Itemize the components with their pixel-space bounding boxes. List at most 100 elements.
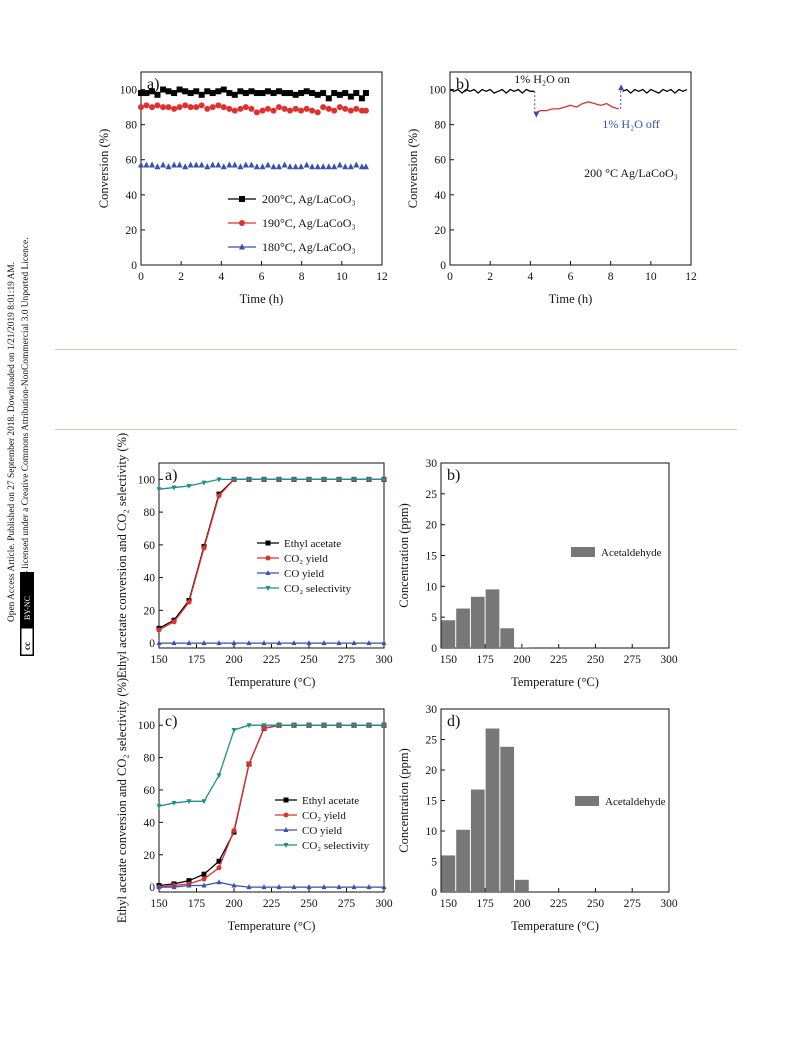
x-tick-label: 4 <box>218 271 224 283</box>
data-point <box>156 884 162 890</box>
transition-marker <box>533 111 540 118</box>
data-point <box>276 477 282 483</box>
data-point <box>216 879 222 885</box>
data-point <box>201 876 207 882</box>
data-point <box>216 865 222 871</box>
data-point <box>182 102 189 109</box>
data-point <box>309 107 316 114</box>
legend-label: Ethyl acetate <box>284 538 341 550</box>
data-point <box>303 88 310 95</box>
legend-marker <box>283 797 289 803</box>
panel-label: a) <box>165 467 177 484</box>
bar <box>485 589 500 648</box>
data-point <box>226 105 233 112</box>
legend-label: CO yield <box>284 568 325 580</box>
data-point <box>306 884 312 890</box>
data-point <box>366 640 372 646</box>
by-nc-badge-text: BY-NC <box>23 596 32 620</box>
data-point <box>171 90 178 97</box>
bar <box>470 596 485 648</box>
data-point <box>154 163 161 170</box>
bar <box>456 608 470 648</box>
data-point <box>264 88 271 95</box>
x-tick-label: 8 <box>608 271 614 283</box>
data-point <box>306 723 312 729</box>
y-axis-label: Ethyl acetate conversion and CO₂ selecti… <box>115 433 129 678</box>
data-point <box>321 723 327 729</box>
data-point <box>336 161 343 168</box>
y-tick-label: 30 <box>426 704 438 716</box>
data-point <box>182 88 189 95</box>
y-tick-label: 100 <box>138 474 156 486</box>
data-point <box>171 161 178 168</box>
data-point <box>336 104 343 111</box>
data-point <box>237 105 244 112</box>
data-point <box>193 104 200 111</box>
data-point <box>320 163 327 170</box>
y-tick-label: 80 <box>435 120 447 132</box>
x-tick-label: 12 <box>376 271 388 283</box>
x-tick-label: 6 <box>259 271 265 283</box>
data-point <box>342 90 349 97</box>
y-tick-label: 40 <box>435 190 447 202</box>
bar <box>441 855 456 892</box>
y-tick-label: 60 <box>126 155 138 167</box>
data-point <box>138 104 144 111</box>
data-point <box>231 640 237 646</box>
data-point <box>325 105 332 112</box>
x-tick-label: 175 <box>477 898 495 910</box>
data-point <box>149 88 156 95</box>
data-point <box>303 105 310 112</box>
data-point <box>201 799 207 805</box>
y-tick-label: 80 <box>126 120 138 132</box>
data-point <box>171 619 177 625</box>
x-axis-label: Temperature (°C) <box>228 919 316 933</box>
data-point <box>193 88 200 95</box>
data-point <box>276 884 282 890</box>
x-tick-label: 200 <box>513 898 531 910</box>
x-tick-label: 6 <box>568 271 574 283</box>
data-point <box>275 104 282 111</box>
data-point <box>381 884 387 890</box>
x-axis-label: Time (h) <box>549 292 593 306</box>
x-tick-label: 225 <box>263 898 281 910</box>
separator-line-bottom <box>55 429 737 430</box>
data-point <box>261 725 267 731</box>
data-point <box>362 163 369 170</box>
y-tick-label: 60 <box>144 540 156 552</box>
chart-d_bot: 150 175 200 225 250 275 300 0 5 10 15 20 25 30 Tempera… <box>397 704 678 933</box>
data-point <box>321 477 327 483</box>
legend-label: Ethyl acetate <box>302 795 359 807</box>
y-tick-label: 100 <box>120 85 138 97</box>
data-point <box>287 163 294 170</box>
cc-license-badge[interactable]: cc BY-NC <box>20 572 34 656</box>
data-point <box>156 627 162 633</box>
data-point <box>336 477 342 483</box>
data-point <box>351 640 357 646</box>
data-point <box>216 773 222 779</box>
chart-a_mid: 150 175 200 225 250 275 300 0 20 40 60 80 100 Tempera… <box>115 433 393 689</box>
data-point <box>138 90 144 97</box>
x-tick-label: 10 <box>336 271 348 283</box>
data-point <box>154 91 161 98</box>
data-point <box>201 882 207 888</box>
data-point <box>171 800 177 806</box>
data-point <box>298 107 305 114</box>
data-point <box>342 163 349 170</box>
data-point <box>156 804 162 810</box>
data-point <box>320 90 327 97</box>
x-tick-label: 175 <box>188 654 206 666</box>
data-point <box>154 102 161 109</box>
data-point <box>275 88 282 95</box>
data-point <box>270 90 277 97</box>
data-point <box>231 91 238 98</box>
data-point <box>246 761 252 767</box>
x-tick-label: 8 <box>299 271 305 283</box>
x-tick-label: 275 <box>338 654 356 666</box>
data-point <box>358 95 365 102</box>
data-point <box>261 723 267 729</box>
y-tick-label: 25 <box>426 735 438 747</box>
x-tick-label: 275 <box>624 654 642 666</box>
x-tick-label: 2 <box>487 271 493 283</box>
